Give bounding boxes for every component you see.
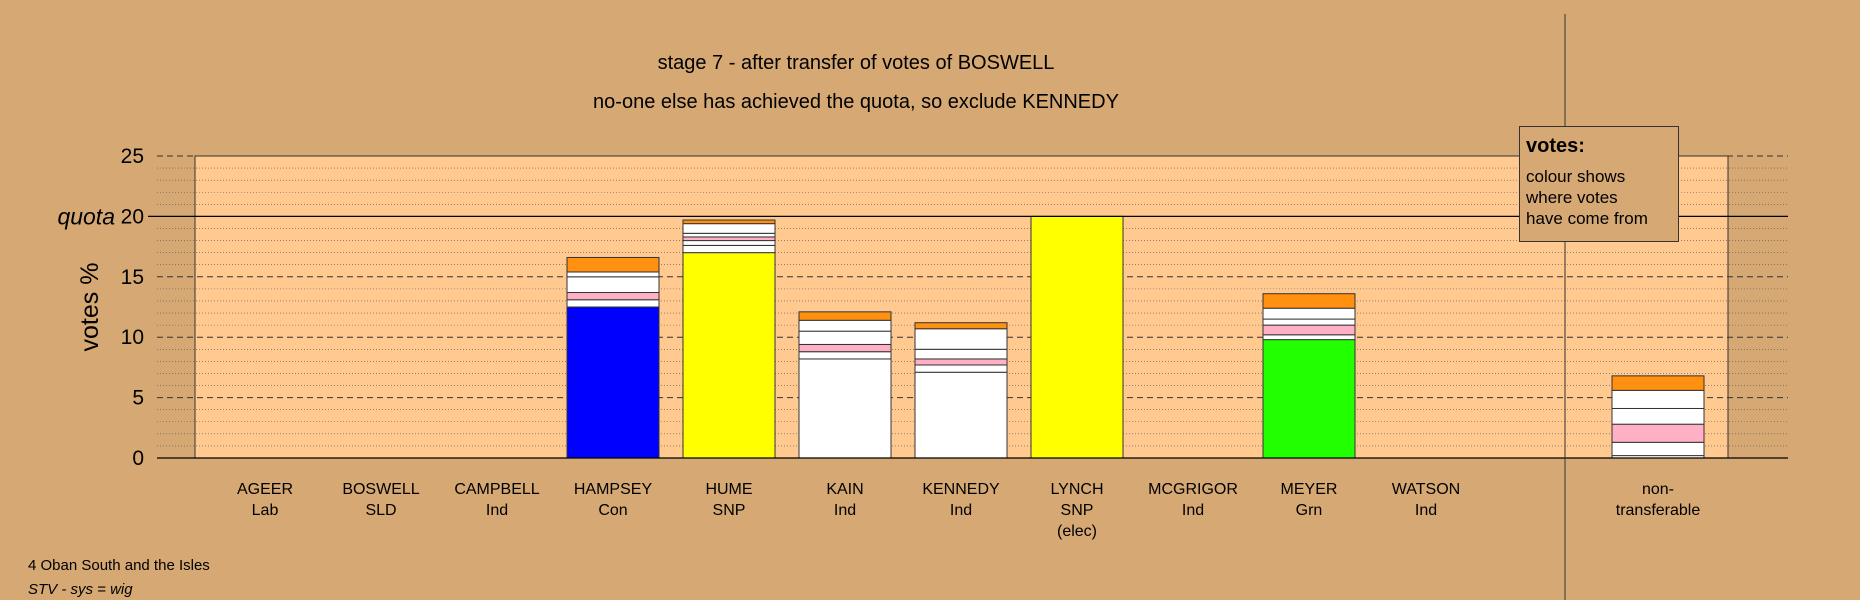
candidate-name-label: KENNEDY [922,481,1000,498]
y-tick-label: 25 [121,145,144,168]
candidate-note-label: (elec) [1057,523,1097,540]
legend-heading: votes: [1526,135,1585,157]
bar-nontransferable-segment [1611,423,1705,443]
candidate-party-label: Ind [1182,502,1204,519]
bar-nontransferable-segment [1611,389,1705,409]
bar-hampsey-segment [566,271,660,278]
candidate-name-label: MCGRIGOR [1148,481,1238,498]
candidate-name-label: WATSON [1392,481,1460,498]
legend-line-3: have come from [1526,209,1648,228]
bar-kain-segment [798,343,892,353]
bar-kain-segment [798,319,892,332]
candidate-party-label: Grn [1296,502,1323,519]
candidate-party-label: Ind [950,502,972,519]
bar-kain-segment [798,358,892,459]
candidate-party-label: Lab [252,502,279,519]
bar-meyer-segment [1262,307,1356,320]
bar-hume-segment [682,240,776,246]
bar-hume-segment [682,223,776,234]
candidate-name-label: HUME [705,481,752,498]
y-tick-label: 5 [132,387,144,410]
bar-hampsey-segment [566,306,660,459]
bar-hume-segment [682,219,776,225]
candidate-name-label: CAMPBELL [454,481,539,498]
bar-hampsey-segment [566,299,660,308]
bar-hume-segment [682,244,776,254]
system-label: STV - sys = wig [28,581,133,598]
bar-hampsey-segment [566,276,660,294]
bar-meyer-segment [1262,293,1356,309]
candidate-name-label: LYNCH [1050,481,1103,498]
candidate-party-label: Ind [1415,502,1437,519]
candidate-party-label: SNP [1061,502,1094,519]
chart-subtitle: no-one else has achieved the quota, so e… [593,91,1119,113]
bar-hampsey-segment [566,256,660,273]
candidate-party-label: Ind [834,502,856,519]
bar-kennedy-segment [914,328,1008,350]
bar-kain-segment [798,330,892,345]
candidate-name-label: BOSWELL [342,481,419,498]
legend-line-1: colour shows [1526,167,1626,186]
nontransferable-label-2: transferable [1616,502,1701,519]
y-tick-label: 15 [121,266,144,289]
bar-meyer-segment [1262,324,1356,336]
legend-line-2: where votes [1526,188,1618,207]
ward-label: 4 Oban South and the Isles [28,557,210,574]
bar-kennedy-segment [914,371,1008,459]
bar-meyer-segment [1262,334,1356,341]
candidate-name-label: AGEER [237,481,293,498]
y-axis-label: votes % [76,263,104,352]
bar-hume-segment [682,236,776,242]
bar-hume-segment [682,232,776,238]
nontransferable-label-1: non- [1642,481,1674,498]
bar-kennedy-segment [914,364,1008,373]
bar-nontransferable-segment [1611,375,1705,391]
bar-hampsey-segment [566,292,660,301]
candidate-name-label: KAIN [826,481,863,498]
bar-kennedy-segment [914,358,1008,366]
candidate-name-label: MEYER [1281,481,1338,498]
y-tick-label: 0 [132,447,144,470]
y-tick-label: 10 [121,326,144,349]
bar-kain-segment [798,351,892,360]
bar-meyer-segment [1262,318,1356,326]
y-tick-label: 20 [121,205,144,228]
bar-hume-segment [682,252,776,459]
bar-meyer-segment [1262,339,1356,459]
quota-label: quota [57,203,115,229]
candidate-party-label: SLD [365,502,396,519]
candidate-party-label: Con [598,502,627,519]
legend-box: votes: colour shows where votes have com… [1519,126,1679,242]
candidate-party-label: Ind [486,502,508,519]
bar-nontransferable-segment [1611,441,1705,457]
bar-kain-segment [798,311,892,321]
bar-nontransferable-segment [1611,407,1705,425]
candidate-name-label: HAMPSEY [574,481,653,498]
candidate-party-label: SNP [713,502,746,519]
bar-kennedy-segment [914,322,1008,330]
bar-lynch-segment [1030,215,1124,459]
bar-kennedy-segment [914,348,1008,360]
chart-title: stage 7 - after transfer of votes of BOS… [657,52,1055,74]
